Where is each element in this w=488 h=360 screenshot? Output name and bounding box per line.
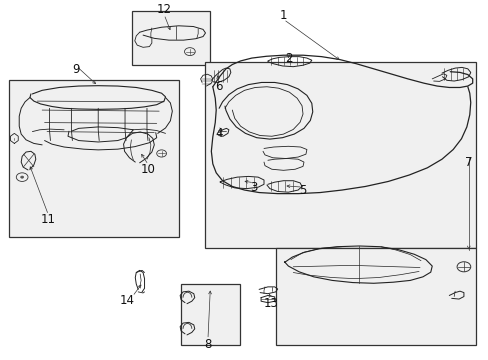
Text: 12: 12: [156, 3, 171, 16]
Text: 10: 10: [141, 163, 156, 176]
Bar: [132, 12, 210, 65]
Text: 4: 4: [215, 127, 223, 140]
Text: 8: 8: [204, 338, 211, 351]
Text: 11: 11: [41, 213, 56, 226]
Text: 2: 2: [284, 51, 291, 64]
Text: 13: 13: [264, 297, 278, 310]
Circle shape: [20, 176, 23, 178]
Text: 14: 14: [120, 294, 135, 307]
Text: 6: 6: [215, 80, 223, 93]
Text: 1: 1: [279, 9, 286, 22]
Text: 7: 7: [464, 156, 471, 168]
Bar: [9, 80, 178, 237]
Text: 9: 9: [72, 63, 80, 76]
Bar: [181, 284, 239, 345]
Text: 3: 3: [250, 181, 257, 194]
Bar: [276, 248, 475, 345]
Text: 5: 5: [299, 184, 306, 197]
Bar: [205, 62, 475, 248]
